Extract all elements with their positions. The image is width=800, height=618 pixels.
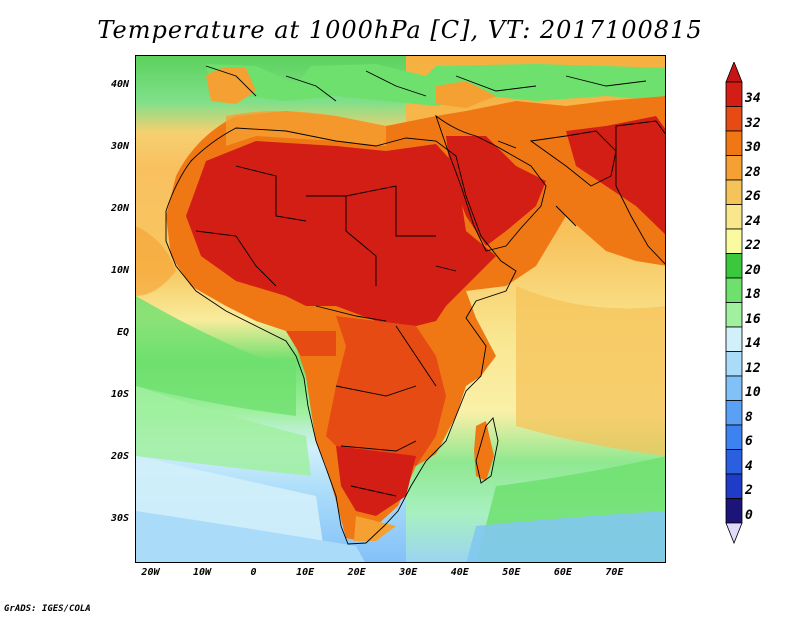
colorbar-level-label: 0 [745, 507, 753, 523]
colorbar-swatch [725, 179, 743, 205]
longitude-label: 10W [192, 567, 212, 578]
colorbar-swatch [725, 498, 743, 524]
colorbar-swatch [725, 130, 743, 156]
colorbar [725, 62, 743, 545]
colorbar-level-label: 10 [745, 385, 761, 400]
colorbar-level-label: 4 [745, 458, 753, 474]
colorbar-swatch [725, 204, 743, 230]
colorbar-swatch [725, 375, 743, 401]
longitude-label: 20W [141, 567, 160, 578]
colorbar-level-label: 22 [745, 238, 761, 253]
latitude-label: 10S [110, 388, 129, 400]
longitude-label: 0 [250, 567, 257, 578]
latitude-label: 20N [110, 202, 129, 214]
colorbar-swatch [725, 424, 743, 450]
colorbar-level-label: 6 [745, 434, 753, 449]
longitude-label: 20E [347, 567, 366, 578]
latitude-label: 30S [110, 512, 129, 524]
colorbar-swatch [725, 326, 743, 352]
longitude-label: 50E [502, 567, 521, 578]
colorbar-level-label: 2 [745, 483, 753, 498]
colorbar-swatch [725, 302, 743, 328]
colorbar-level-label: 32 [745, 115, 761, 131]
colorbar-swatch [725, 400, 743, 426]
colorbar-level-label: 8 [745, 409, 753, 425]
colorbar-level-label: 12 [745, 360, 761, 376]
colorbar-swatch [725, 351, 743, 377]
colorbar-level-label: 26 [745, 189, 761, 204]
colorbar-level-label: 20 [745, 262, 761, 278]
colorbar-swatch [725, 449, 743, 475]
colorbar-swatch [725, 473, 743, 499]
colorbar-level-label: 34 [745, 91, 761, 106]
colorbar-level-label: 14 [745, 336, 761, 351]
longitude-label: 70E [605, 567, 624, 578]
grads-credit: GrADS: IGES/COLA [4, 604, 91, 614]
coastlines-and-borders [165, 65, 665, 545]
map-plot-area [135, 55, 666, 563]
colorbar-over-arrow [725, 62, 743, 83]
latitude-label: 10N [110, 264, 129, 276]
latitude-label: 30N [110, 140, 129, 152]
colorbar-swatch [725, 277, 743, 303]
longitude-label: 60E [553, 567, 572, 578]
colorbar-swatch [725, 81, 743, 107]
longitude-label: 30E [399, 567, 418, 578]
colorbar-level-label: 16 [745, 311, 761, 327]
latitude-label: 20S [110, 450, 129, 462]
longitude-label: 10E [296, 567, 315, 578]
colorbar-swatch [725, 155, 743, 181]
colorbar-under-arrow [725, 522, 743, 545]
longitude-label: 40E [450, 567, 469, 578]
colorbar-level-label: 28 [745, 164, 761, 180]
colorbar-swatch [725, 228, 743, 254]
latitude-label: EQ [116, 326, 129, 338]
latitude-label: 40N [110, 78, 129, 90]
colorbar-level-label: 30 [745, 140, 761, 155]
temperature-field-map [136, 56, 665, 562]
map-title: Temperature at 1000hPa [C], VT: 20171008… [97, 16, 703, 44]
colorbar-level-label: 24 [745, 213, 761, 229]
colorbar-swatch [725, 253, 743, 279]
colorbar-level-label: 18 [745, 287, 761, 302]
colorbar-swatch [725, 106, 743, 132]
